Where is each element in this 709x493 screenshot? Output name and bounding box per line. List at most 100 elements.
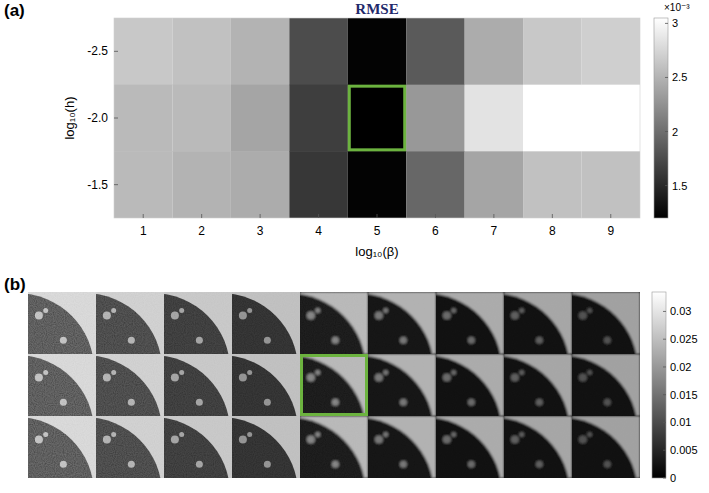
heatmap-cell bbox=[523, 151, 581, 218]
image-patch bbox=[28, 292, 96, 354]
x-tick bbox=[377, 214, 378, 218]
image-patch bbox=[504, 416, 572, 478]
colorbar-tick bbox=[663, 394, 666, 395]
heatmap-cell bbox=[289, 151, 347, 218]
heatmap-cell bbox=[582, 151, 640, 218]
figure: (a)RMSE123456789-2.5-2.0-1.5log₁₀(β)log₁… bbox=[0, 0, 709, 493]
x-tick-label: 6 bbox=[432, 224, 439, 238]
x-axis-label: log₁₀(β) bbox=[355, 244, 398, 259]
colorbar-tick bbox=[663, 366, 666, 367]
x-tick bbox=[493, 214, 494, 218]
colorbar-tick-label: 0.01 bbox=[670, 416, 691, 428]
heatmap-cell bbox=[172, 18, 230, 85]
colorbar-tick-label: 0.02 bbox=[670, 361, 691, 373]
image-patch bbox=[436, 354, 504, 416]
colorbar-tick bbox=[663, 450, 666, 451]
y-tick-label: -1.5 bbox=[87, 178, 108, 192]
heatmap-cell bbox=[348, 18, 406, 85]
image-patch bbox=[300, 292, 368, 354]
x-tick-label: 9 bbox=[607, 224, 614, 238]
x-tick bbox=[318, 214, 319, 218]
x-tick-label: 3 bbox=[257, 224, 264, 238]
heatmap-cell bbox=[172, 85, 230, 152]
y-tick bbox=[114, 118, 118, 119]
image-patch bbox=[28, 416, 96, 478]
colorbar bbox=[654, 18, 668, 218]
x-tick bbox=[260, 214, 261, 218]
x-tick-label: 8 bbox=[549, 224, 556, 238]
heatmap-cell bbox=[231, 18, 289, 85]
image-patch bbox=[368, 292, 436, 354]
colorbar-tick bbox=[663, 339, 666, 340]
image-patch bbox=[28, 354, 96, 416]
image-patch bbox=[436, 292, 504, 354]
y-tick bbox=[114, 51, 118, 52]
heatmap-cell bbox=[289, 85, 347, 152]
heatmap-cell bbox=[523, 18, 581, 85]
image-patch bbox=[368, 354, 436, 416]
image-patch bbox=[572, 416, 640, 478]
image-patch bbox=[504, 354, 572, 416]
highlight-box bbox=[302, 356, 367, 415]
colorbar-tick-label: 2 bbox=[672, 126, 678, 138]
y-tick-label: -2.0 bbox=[87, 111, 108, 125]
x-tick bbox=[143, 214, 144, 218]
x-tick bbox=[435, 214, 436, 218]
colorbar-tick-label: 0.015 bbox=[670, 389, 698, 401]
heatmap-cell bbox=[465, 151, 523, 218]
image-patch bbox=[232, 416, 300, 478]
colorbar-tick-label: 1.5 bbox=[672, 180, 687, 192]
colorbar-tick-label: 0.03 bbox=[670, 305, 691, 317]
heatmap-cell bbox=[114, 18, 172, 85]
x-tick-label: 7 bbox=[491, 224, 498, 238]
colorbar-tick bbox=[663, 311, 666, 312]
heatmap-cell bbox=[114, 151, 172, 218]
colorbar-tick-label: 2.5 bbox=[672, 71, 687, 83]
colorbar-tick bbox=[665, 23, 668, 24]
y-tick bbox=[114, 184, 118, 185]
x-tick bbox=[610, 214, 611, 218]
y-axis-label: log₁₀(h) bbox=[62, 96, 77, 139]
image-patch bbox=[572, 354, 640, 416]
heatmap-cell bbox=[348, 85, 406, 152]
colorbar-tick bbox=[665, 77, 668, 78]
image-patch bbox=[232, 292, 300, 354]
heatmap-cell bbox=[523, 85, 581, 152]
image-patch bbox=[300, 416, 368, 478]
heatmap-cell bbox=[582, 85, 640, 152]
colorbar-label: ×10⁻³ bbox=[664, 2, 690, 13]
image-patch bbox=[572, 292, 640, 354]
colorbar-tick-label: 0.005 bbox=[670, 444, 698, 456]
heatmap-cell bbox=[465, 85, 523, 152]
colorbar-tick-label: 0.025 bbox=[670, 333, 698, 345]
panel-label: (b) bbox=[4, 275, 26, 294]
heatmap-cell bbox=[406, 18, 464, 85]
heatmap-cell bbox=[582, 18, 640, 85]
heatmap-cell bbox=[231, 151, 289, 218]
heatmap-cell bbox=[348, 151, 406, 218]
x-tick bbox=[552, 214, 553, 218]
x-tick-label: 1 bbox=[140, 224, 147, 238]
plot-frame bbox=[114, 18, 640, 218]
x-tick bbox=[201, 214, 202, 218]
image-patch bbox=[96, 416, 164, 478]
heatmap-cell bbox=[406, 85, 464, 152]
title: RMSE bbox=[355, 1, 398, 17]
image-patch bbox=[164, 292, 232, 354]
panel-label: (a) bbox=[4, 1, 25, 20]
x-tick-label: 5 bbox=[374, 224, 381, 238]
heatmap-cell bbox=[114, 85, 172, 152]
colorbar-tick bbox=[663, 422, 666, 423]
x-tick-label: 4 bbox=[315, 224, 322, 238]
heatmap-cell bbox=[172, 151, 230, 218]
image-patch bbox=[164, 354, 232, 416]
colorbar-tick-label: 0 bbox=[670, 472, 676, 484]
heatmap-cell bbox=[406, 151, 464, 218]
heatmap-cells bbox=[114, 18, 640, 218]
image-patch bbox=[436, 416, 504, 478]
image-patch bbox=[504, 292, 572, 354]
heatmap-cell bbox=[465, 18, 523, 85]
colorbar bbox=[652, 292, 666, 478]
image-patch bbox=[232, 354, 300, 416]
image-patch bbox=[96, 292, 164, 354]
